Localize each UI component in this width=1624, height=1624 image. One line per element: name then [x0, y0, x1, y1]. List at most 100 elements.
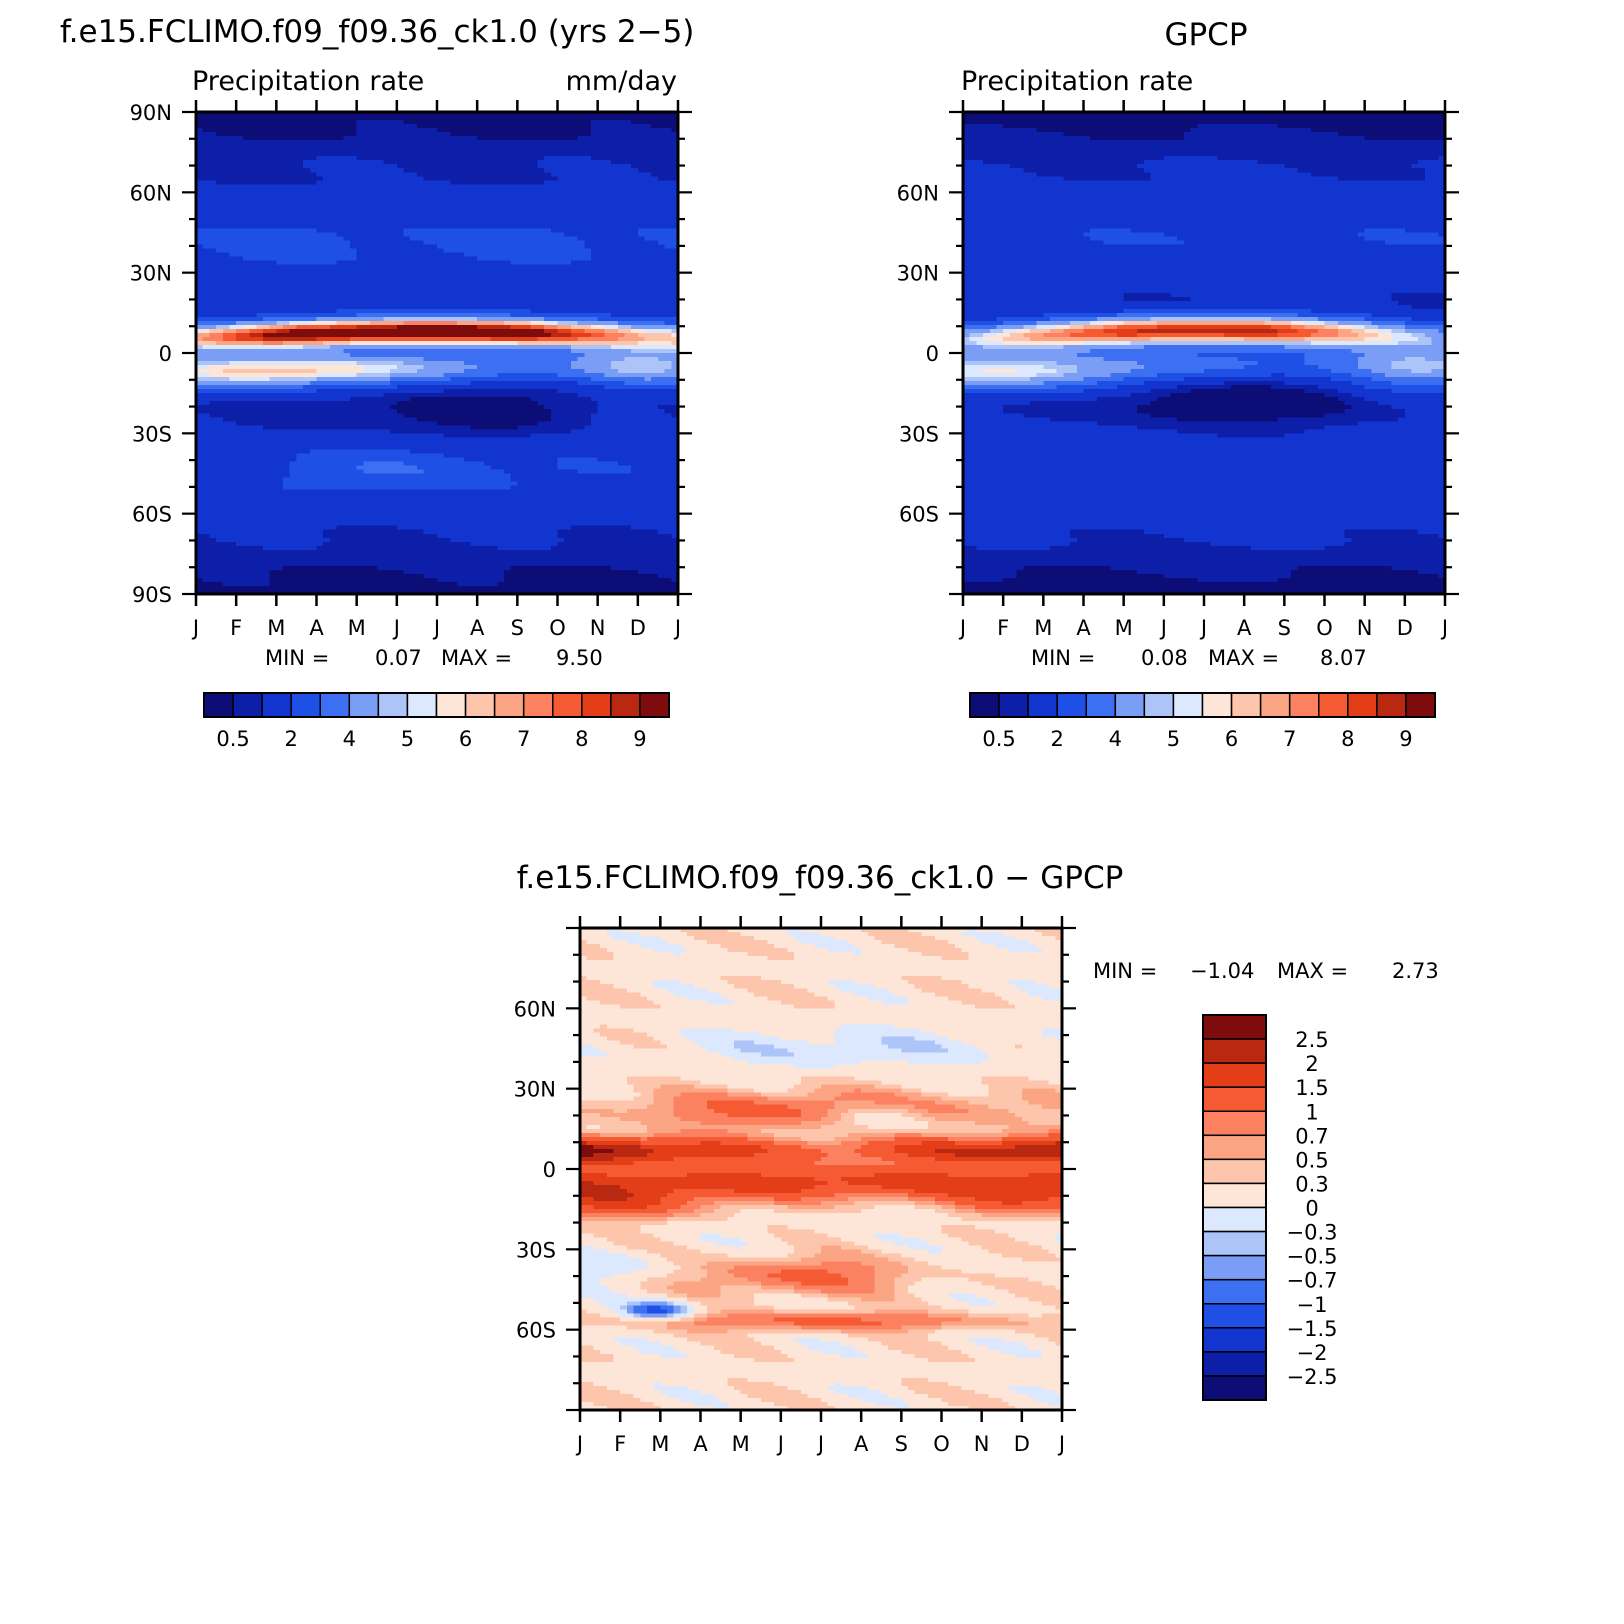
contour-cell [657, 529, 678, 535]
contour-cell [874, 1100, 936, 1106]
contour-cell [974, 936, 1016, 941]
contour-cell [961, 1217, 1062, 1222]
contour-cell [196, 361, 230, 366]
contour-cell [660, 1389, 701, 1395]
contour-cell [530, 308, 678, 314]
diff-colorbar: 2.521.510.70.50.30−0.3−0.5−0.7−1−1.5−2−2… [1202, 1014, 1338, 1401]
contour-cell [1337, 324, 1352, 330]
contour-cell [597, 409, 665, 414]
contour-cell [1021, 1096, 1062, 1102]
contour-cell [794, 1064, 835, 1069]
colorbar-label: −2 [1297, 1341, 1328, 1365]
contour-cell [580, 1100, 654, 1106]
contour-cell [954, 1201, 1003, 1206]
contour-cell [894, 1289, 909, 1294]
model-min-value: 0.07 [375, 646, 422, 670]
colorbar-label: 9 [1399, 727, 1412, 751]
contour-cell [196, 397, 351, 402]
contour-cell [1331, 369, 1372, 374]
contour-cell [196, 353, 351, 358]
contour-cell [928, 1120, 976, 1126]
contour-cell [606, 948, 654, 953]
contour-cell [814, 1229, 942, 1234]
contour-cell [580, 1285, 608, 1290]
contour-cell [774, 1345, 808, 1351]
contour-cell [557, 389, 678, 394]
contour-cell [963, 433, 1218, 438]
contour-cell [874, 1173, 949, 1178]
contour-cell [1028, 1100, 1062, 1106]
contour-cell [593, 1381, 654, 1387]
contour-cell [767, 1096, 835, 1102]
contour-cell [968, 956, 1062, 961]
contour-cell [1090, 136, 1185, 141]
colorbar-label: 8 [575, 727, 588, 751]
contour-cell [767, 996, 828, 1001]
contour-cell [673, 1281, 762, 1286]
contour-cell [1056, 361, 1138, 366]
contour-cell [577, 393, 678, 398]
contour-cell [667, 988, 708, 993]
contour-cell [269, 573, 424, 579]
contour-cell [854, 1241, 895, 1246]
contour-cell [827, 1181, 849, 1186]
contour-cell [963, 557, 1445, 563]
contour-cell [450, 180, 545, 185]
contour-cell [580, 1405, 608, 1410]
contour-cell [604, 385, 678, 390]
contour-cell [646, 1104, 675, 1110]
contour-cell [363, 365, 398, 370]
contour-cell [921, 1028, 1043, 1033]
contour-cell [1056, 324, 1071, 330]
contour-cell [617, 369, 665, 374]
colorbar-box [1202, 1351, 1267, 1377]
obs-colorbar: 0.5 2 4 5 6 7 8 9 [969, 692, 1436, 751]
contour-cell [908, 1108, 929, 1114]
contour-cell [570, 525, 632, 531]
contour-cell [580, 1369, 1062, 1375]
contour-cell [236, 541, 324, 547]
contour-cell [948, 1173, 1029, 1178]
contour-cell [1157, 373, 1272, 378]
contour-cell [653, 1100, 675, 1106]
contour-cell [196, 501, 678, 506]
contour-cell [680, 1317, 695, 1322]
contour-cell [981, 1281, 1043, 1286]
diff-title: f.e15.FCLIMO.f09_f09.36_ck1.0 − GPCP [517, 860, 1124, 896]
contour-cell [646, 1309, 668, 1314]
contour-cell [1391, 292, 1445, 298]
contour-cell [631, 324, 678, 330]
contour-cell [787, 1088, 815, 1093]
contour-cell [1021, 1201, 1062, 1206]
contour-cell [316, 316, 384, 322]
colorbar-frame [203, 692, 670, 718]
contour-cell [787, 1205, 835, 1210]
contour-cell [1016, 369, 1058, 374]
contour-cell [196, 340, 217, 346]
obs-min-label: MIN = [1031, 646, 1095, 670]
contour-cell [963, 316, 997, 322]
contour-cell [1391, 361, 1445, 366]
contour-cell [530, 320, 545, 326]
contour-cell [1001, 1337, 1049, 1343]
contour-cell [894, 1277, 922, 1282]
contour-cell [640, 1313, 668, 1318]
contour-cell [767, 1273, 842, 1278]
contour-cell [580, 1152, 594, 1158]
contour-cell [963, 196, 1445, 201]
contour-cell [963, 164, 1011, 169]
contour-cell [544, 324, 558, 330]
y-tick-label: 0 [926, 342, 939, 366]
contour-cell [671, 361, 678, 366]
contour-cell [908, 1329, 936, 1334]
contour-cell [580, 1341, 621, 1347]
contour-cell [196, 513, 678, 518]
contour-cell [901, 1397, 942, 1403]
contour-cell [680, 1349, 721, 1355]
contour-cell [1001, 1253, 1056, 1258]
contour-cell [570, 332, 592, 338]
contour-cell [644, 328, 672, 334]
contour-cell [1015, 1004, 1062, 1009]
contour-cell [767, 1148, 822, 1154]
contour-cell [921, 1112, 1016, 1118]
